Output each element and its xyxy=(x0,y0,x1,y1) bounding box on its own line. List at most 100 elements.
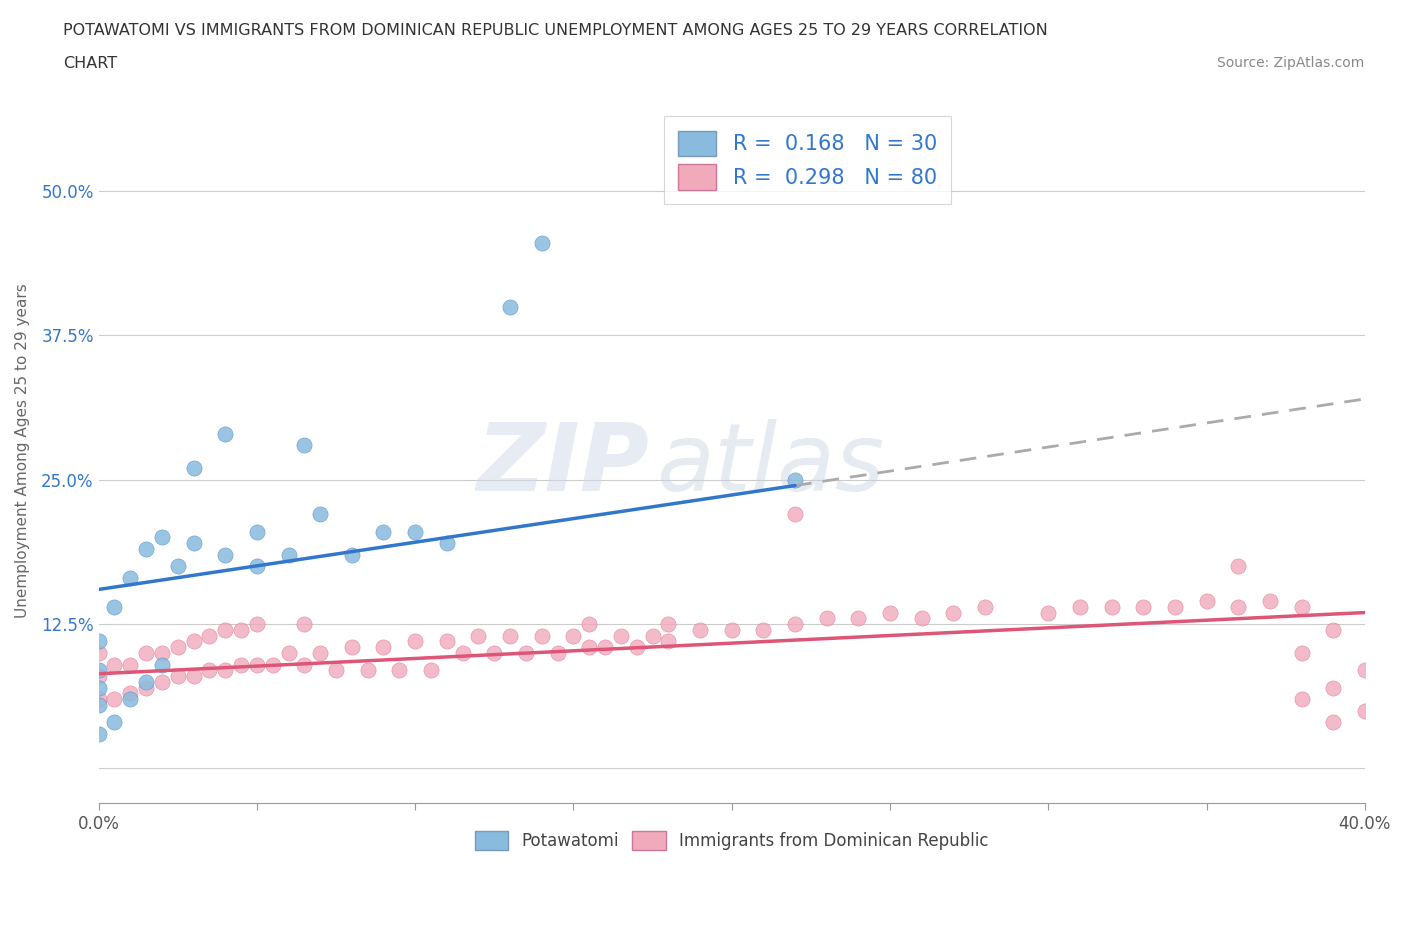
Point xyxy=(183,669,205,684)
Point xyxy=(166,559,188,574)
Point xyxy=(404,525,426,539)
Point xyxy=(373,525,395,539)
Point xyxy=(1101,599,1123,614)
Point xyxy=(198,628,221,643)
Point xyxy=(1322,715,1344,730)
Point xyxy=(815,611,838,626)
Point xyxy=(1291,692,1313,707)
Point xyxy=(214,663,236,678)
Point xyxy=(783,617,806,631)
Point xyxy=(135,645,157,660)
Point xyxy=(135,541,157,556)
Point xyxy=(87,726,110,741)
Point xyxy=(87,634,110,649)
Point xyxy=(626,640,648,655)
Point xyxy=(325,663,347,678)
Point xyxy=(846,611,869,626)
Point xyxy=(1227,559,1250,574)
Point xyxy=(87,669,110,684)
Point xyxy=(150,658,173,672)
Point xyxy=(578,640,600,655)
Point xyxy=(436,634,458,649)
Point xyxy=(1354,703,1376,718)
Point xyxy=(87,645,110,660)
Point xyxy=(292,658,315,672)
Point xyxy=(530,628,553,643)
Point xyxy=(1354,663,1376,678)
Point xyxy=(246,617,269,631)
Point xyxy=(214,426,236,441)
Point xyxy=(783,507,806,522)
Point xyxy=(689,622,711,637)
Point xyxy=(515,645,537,660)
Point xyxy=(214,548,236,563)
Point xyxy=(183,634,205,649)
Point xyxy=(911,611,934,626)
Point xyxy=(120,658,142,672)
Point xyxy=(562,628,585,643)
Point xyxy=(120,686,142,701)
Point xyxy=(214,622,236,637)
Text: atlas: atlas xyxy=(655,419,884,511)
Point xyxy=(1069,599,1091,614)
Point xyxy=(404,634,426,649)
Point xyxy=(388,663,411,678)
Text: POTAWATOMI VS IMMIGRANTS FROM DOMINICAN REPUBLIC UNEMPLOYMENT AMONG AGES 25 TO 2: POTAWATOMI VS IMMIGRANTS FROM DOMINICAN … xyxy=(63,23,1047,38)
Point xyxy=(530,235,553,250)
Point xyxy=(183,536,205,551)
Y-axis label: Unemployment Among Ages 25 to 29 years: Unemployment Among Ages 25 to 29 years xyxy=(15,284,30,618)
Point xyxy=(578,617,600,631)
Point xyxy=(135,674,157,689)
Point xyxy=(277,645,299,660)
Point xyxy=(246,525,269,539)
Point xyxy=(657,617,679,631)
Point xyxy=(198,663,221,678)
Point xyxy=(150,645,173,660)
Point xyxy=(87,698,110,712)
Point xyxy=(87,680,110,695)
Point xyxy=(229,622,252,637)
Point xyxy=(292,617,315,631)
Point xyxy=(120,692,142,707)
Point xyxy=(1132,599,1154,614)
Point xyxy=(340,548,363,563)
Point xyxy=(1038,605,1060,620)
Point xyxy=(1291,599,1313,614)
Point xyxy=(436,536,458,551)
Text: ZIP: ZIP xyxy=(477,419,650,511)
Point xyxy=(1322,622,1344,637)
Point xyxy=(974,599,997,614)
Point xyxy=(593,640,616,655)
Point xyxy=(246,559,269,574)
Point xyxy=(262,658,284,672)
Text: CHART: CHART xyxy=(63,56,117,71)
Point xyxy=(166,669,188,684)
Point xyxy=(246,658,269,672)
Point xyxy=(356,663,378,678)
Point xyxy=(103,692,125,707)
Point xyxy=(499,628,522,643)
Point xyxy=(135,680,157,695)
Text: Source: ZipAtlas.com: Source: ZipAtlas.com xyxy=(1216,56,1364,70)
Point xyxy=(879,605,901,620)
Point xyxy=(610,628,633,643)
Point xyxy=(150,674,173,689)
Point xyxy=(166,640,188,655)
Point xyxy=(484,645,506,660)
Point xyxy=(1164,599,1187,614)
Point xyxy=(373,640,395,655)
Point xyxy=(103,658,125,672)
Point xyxy=(1258,593,1281,608)
Point xyxy=(783,472,806,487)
Point xyxy=(657,634,679,649)
Point xyxy=(451,645,474,660)
Point xyxy=(1291,645,1313,660)
Point xyxy=(752,622,775,637)
Point xyxy=(467,628,489,643)
Point xyxy=(87,663,110,678)
Point xyxy=(103,715,125,730)
Point xyxy=(183,460,205,475)
Legend: Potawatomi, Immigrants from Dominican Republic: Potawatomi, Immigrants from Dominican Re… xyxy=(467,822,997,858)
Point xyxy=(1227,599,1250,614)
Point xyxy=(309,645,332,660)
